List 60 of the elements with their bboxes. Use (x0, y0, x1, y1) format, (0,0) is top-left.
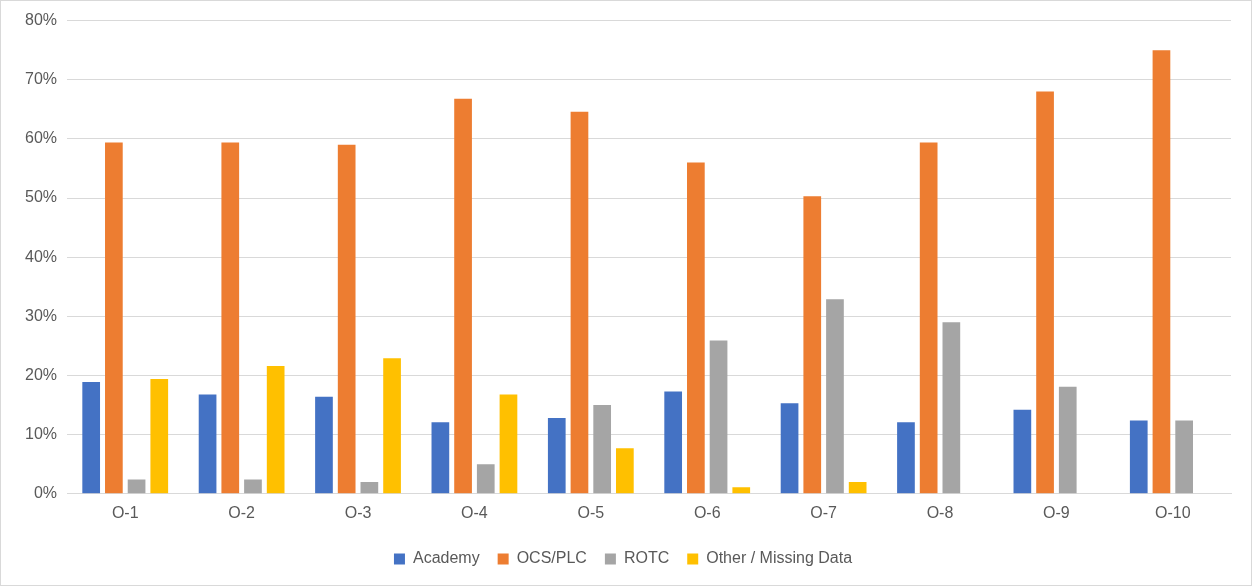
x-tick-label: O-8 (926, 503, 954, 521)
legend-label: Other / Missing Data (706, 549, 853, 567)
bar (198, 394, 217, 494)
bar (780, 403, 799, 494)
bar (431, 422, 450, 494)
bar (150, 379, 169, 494)
bar (919, 142, 938, 494)
x-tick-label: O-9 (1043, 503, 1070, 521)
bar (1036, 91, 1054, 494)
y-tick-label: 50% (24, 188, 58, 206)
y-tick-label: 80% (24, 11, 58, 29)
bar (1058, 386, 1077, 494)
x-tick-label: O-6 (693, 503, 721, 521)
x-tick-label: O-5 (577, 503, 605, 521)
y-tick-label: 10% (24, 425, 58, 443)
y-tick-label: 20% (24, 365, 58, 383)
bar (476, 464, 495, 494)
x-tick-label: O-1 (111, 503, 139, 521)
bar (942, 322, 961, 494)
bar (848, 481, 867, 494)
bar (593, 405, 612, 494)
x-tick-label: O-4 (461, 503, 488, 521)
bar (1152, 50, 1171, 494)
bar (897, 422, 915, 494)
bar (127, 479, 146, 494)
bar (105, 142, 123, 494)
y-tick-label: 60% (24, 129, 58, 147)
bar (732, 487, 751, 494)
bar (1129, 420, 1148, 494)
y-tick-label: 30% (24, 306, 58, 324)
bar (337, 144, 356, 494)
bar (616, 448, 634, 494)
bar (709, 340, 728, 494)
bar (1175, 420, 1193, 494)
y-tick-label: 40% (24, 247, 58, 265)
legend-label: Academy (412, 549, 480, 567)
x-tick-label: O-7 (810, 503, 838, 521)
legend-label: OCS/PLC (516, 549, 587, 567)
bar (1013, 409, 1032, 494)
bar (664, 391, 683, 494)
bar (266, 366, 285, 494)
y-tick-label: 70% (24, 70, 58, 88)
bar (82, 382, 101, 494)
bar (803, 196, 822, 494)
x-tick-label: O-10 (1155, 503, 1191, 521)
bar (383, 358, 401, 494)
bar (826, 299, 844, 494)
bar (687, 162, 705, 494)
bar (244, 479, 262, 494)
x-tick-label: O-2 (228, 503, 256, 521)
y-tick-label: 0% (33, 484, 58, 502)
bar (454, 98, 472, 494)
bar (499, 394, 518, 494)
bar (315, 396, 333, 494)
legend-label: ROTC (623, 549, 670, 567)
bar (570, 111, 589, 494)
bar (221, 142, 240, 494)
bar (360, 481, 379, 494)
bar (547, 418, 566, 494)
x-tick-label: O-3 (344, 503, 372, 521)
